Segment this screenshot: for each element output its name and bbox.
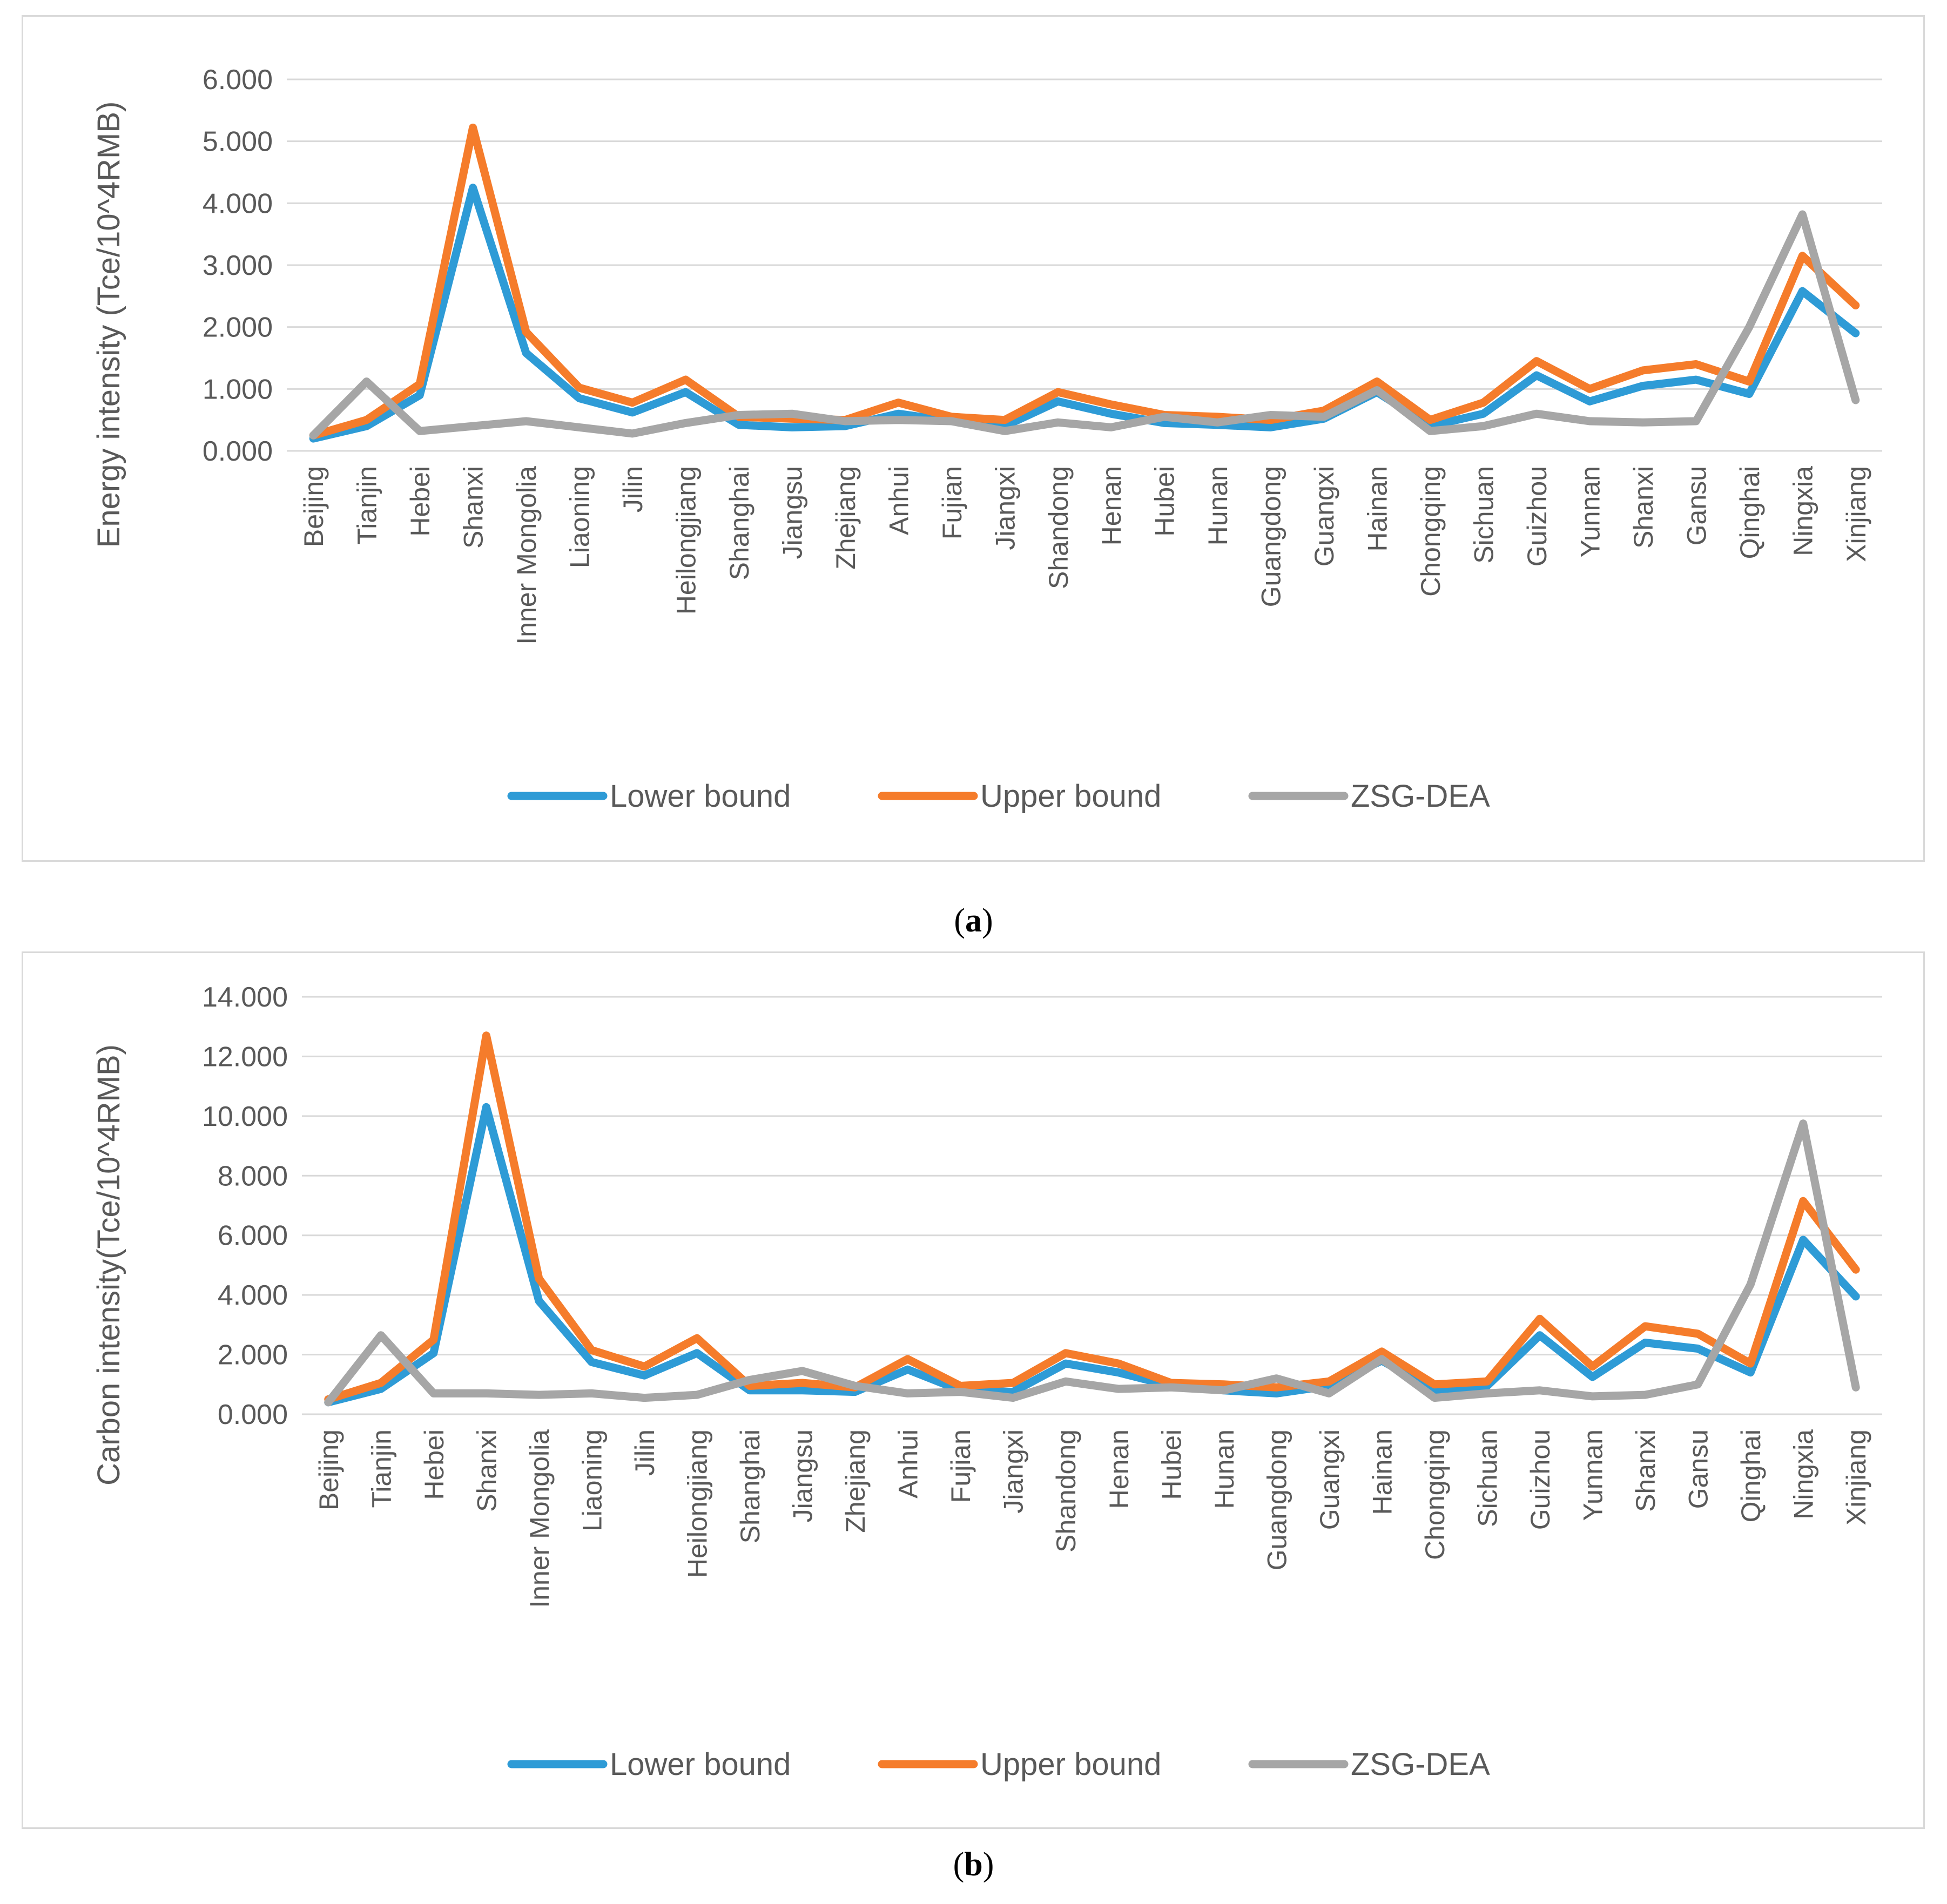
legend-label: ZSG-DEA bbox=[1351, 1747, 1490, 1782]
caption-a: (a) bbox=[954, 902, 993, 939]
legend-label: Upper bound bbox=[980, 1747, 1161, 1782]
x-tick-label: Shandong bbox=[1043, 466, 1074, 589]
y-tick-label: 3.000 bbox=[203, 250, 273, 281]
x-tick-label: Jilin bbox=[618, 466, 648, 512]
x-tick-label: Guizhou bbox=[1522, 466, 1552, 566]
y-axis-title: Energy intensity (Tce/10^4RMB) bbox=[91, 102, 126, 548]
x-tick-label: Shanxi bbox=[459, 466, 489, 549]
x-tick-label: Beijing bbox=[314, 1429, 344, 1510]
x-tick-label: Jiangxi bbox=[990, 466, 1020, 550]
x-tick-label: Shanghai bbox=[735, 1429, 765, 1543]
x-tick-label: Chongqing bbox=[1420, 1429, 1450, 1560]
x-tick-label: Inner Mongolia bbox=[524, 1429, 555, 1608]
x-tick-label: Xinjiang bbox=[1841, 1429, 1871, 1525]
x-tick-label: Inner Mongolia bbox=[511, 466, 542, 645]
x-tick-label: Yunnan bbox=[1575, 466, 1605, 558]
x-tick-label: Jiangsu bbox=[788, 1429, 818, 1522]
y-tick-label: 10.000 bbox=[202, 1101, 288, 1132]
x-tick-label: Gansu bbox=[1681, 466, 1712, 545]
legend-label: Upper bound bbox=[980, 779, 1161, 814]
x-tick-label: Henan bbox=[1096, 466, 1127, 545]
series-line-upper-bound bbox=[324, 1031, 1860, 1403]
legend-label: Lower bound bbox=[610, 1747, 791, 1782]
x-tick-label: Guizhou bbox=[1525, 1429, 1555, 1530]
x-tick-label: Guangxi bbox=[1309, 466, 1339, 566]
legend-label: ZSG-DEA bbox=[1351, 779, 1490, 814]
chart-a-frame: 0.000 1.000 2.000 3.000 4.000 5.000 6.000 Beiji… bbox=[22, 15, 1925, 862]
y-tick-label: 1.000 bbox=[203, 374, 273, 405]
y-tick-label: 6.000 bbox=[203, 64, 273, 96]
x-tick-label: Shanxi bbox=[1631, 1429, 1661, 1512]
x-tick-label: Fujian bbox=[937, 466, 967, 539]
x-tick-label: Sichuan bbox=[1469, 466, 1499, 564]
x-tick-label: Ningxia bbox=[1789, 1429, 1819, 1520]
y-tick-label: 0.000 bbox=[203, 436, 273, 467]
y-tick-label: 6.000 bbox=[218, 1220, 288, 1252]
x-tick-label: Shanxi bbox=[471, 1429, 502, 1512]
x-tick-label: Jilin bbox=[630, 1429, 660, 1476]
x-tick-label: Hubei bbox=[1150, 466, 1180, 537]
series-line-zsg-dea bbox=[324, 1119, 1860, 1407]
x-tick-label: Sichuan bbox=[1473, 1429, 1503, 1527]
series-line-lower-bound bbox=[324, 1103, 1860, 1407]
x-tick-label: Shandong bbox=[1051, 1429, 1081, 1552]
x-tick-label: Heilongjiang bbox=[671, 466, 702, 615]
caption-b: (b) bbox=[953, 1846, 994, 1883]
y-tick-label: 14.000 bbox=[202, 982, 288, 1013]
chart-b-carbon-intensity: 0.000 2.000 4.000 6.000 8.000 10.000 12.000 14.… bbox=[91, 982, 1882, 1782]
x-tick-label: Hainan bbox=[1367, 1429, 1397, 1515]
x-tick-label: Zhejiang bbox=[831, 466, 861, 570]
y-tick-label: 12.000 bbox=[202, 1041, 288, 1072]
x-tick-label: Anhui bbox=[884, 466, 914, 535]
x-tick-label: Fujian bbox=[946, 1429, 976, 1503]
x-tick-label: Tianjin bbox=[366, 1429, 396, 1508]
x-tick-label: Ningxia bbox=[1788, 466, 1818, 556]
y-axis-title: Carbon intensity(Tce/10^4RMB) bbox=[91, 1044, 126, 1486]
x-tick-label: Beijing bbox=[299, 466, 329, 547]
x-tick-label: Guangxi bbox=[1315, 1429, 1345, 1530]
x-tick-label: Shanghai bbox=[724, 466, 754, 580]
x-tick-label: Hainan bbox=[1363, 466, 1393, 551]
x-tick-label: Chongqing bbox=[1416, 466, 1446, 597]
x-tick-label: Hunan bbox=[1209, 1429, 1239, 1509]
x-tick-label: Liaoning bbox=[577, 1429, 607, 1531]
x-tick-label: Anhui bbox=[893, 1429, 924, 1498]
x-tick-label: Guangdong bbox=[1262, 1429, 1292, 1570]
x-tick-label: Hubei bbox=[1156, 1429, 1187, 1500]
x-tick-label: Liaoning bbox=[565, 466, 595, 568]
x-tick-label: Heilongjiang bbox=[683, 1429, 713, 1578]
x-tick-label: Zhejiang bbox=[840, 1429, 871, 1533]
x-tick-label: Yunnan bbox=[1578, 1429, 1608, 1521]
x-tick-label: Hebei bbox=[405, 466, 435, 537]
x-tick-label: Jiangxi bbox=[999, 1429, 1029, 1514]
x-tick-label: Gansu bbox=[1683, 1429, 1714, 1509]
x-tick-label: Hebei bbox=[419, 1429, 449, 1500]
series-line-lower-bound bbox=[309, 184, 1860, 443]
chart-a-energy-intensity: 0.000 1.000 2.000 3.000 4.000 5.000 6.000 Beiji… bbox=[91, 64, 1882, 814]
y-tick-label: 2.000 bbox=[218, 1340, 288, 1371]
y-tick-label: 4.000 bbox=[218, 1280, 288, 1311]
series-line-upper-bound bbox=[309, 123, 1860, 440]
series-line-zsg-dea bbox=[309, 210, 1860, 440]
x-tick-label: Jiangsu bbox=[777, 466, 807, 559]
x-tick-label: Henan bbox=[1104, 1429, 1134, 1509]
legend-label: Lower bound bbox=[610, 779, 791, 814]
x-tick-label: Tianjin bbox=[352, 466, 382, 544]
x-tick-label: Shanxi bbox=[1628, 466, 1659, 549]
y-tick-label: 8.000 bbox=[218, 1160, 288, 1192]
x-tick-label: Qinghai bbox=[1735, 466, 1765, 559]
chart-b-frame: 0.000 2.000 4.000 6.000 8.000 10.000 12.000 14.… bbox=[22, 951, 1925, 1829]
y-tick-label: 2.000 bbox=[203, 312, 273, 343]
x-tick-label: Qinghai bbox=[1736, 1429, 1766, 1522]
y-tick-label: 5.000 bbox=[203, 126, 273, 158]
x-tick-label: Xinjiang bbox=[1841, 466, 1871, 562]
y-tick-label: 4.000 bbox=[203, 188, 273, 219]
x-tick-label: Guangdong bbox=[1256, 466, 1286, 607]
x-tick-label: Hunan bbox=[1203, 466, 1233, 545]
y-tick-label: 0.000 bbox=[218, 1399, 288, 1430]
caption-b-label: b bbox=[964, 1846, 983, 1883]
caption-a-label: a bbox=[965, 902, 982, 939]
